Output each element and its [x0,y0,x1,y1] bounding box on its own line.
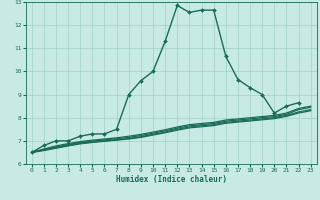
X-axis label: Humidex (Indice chaleur): Humidex (Indice chaleur) [116,175,227,184]
